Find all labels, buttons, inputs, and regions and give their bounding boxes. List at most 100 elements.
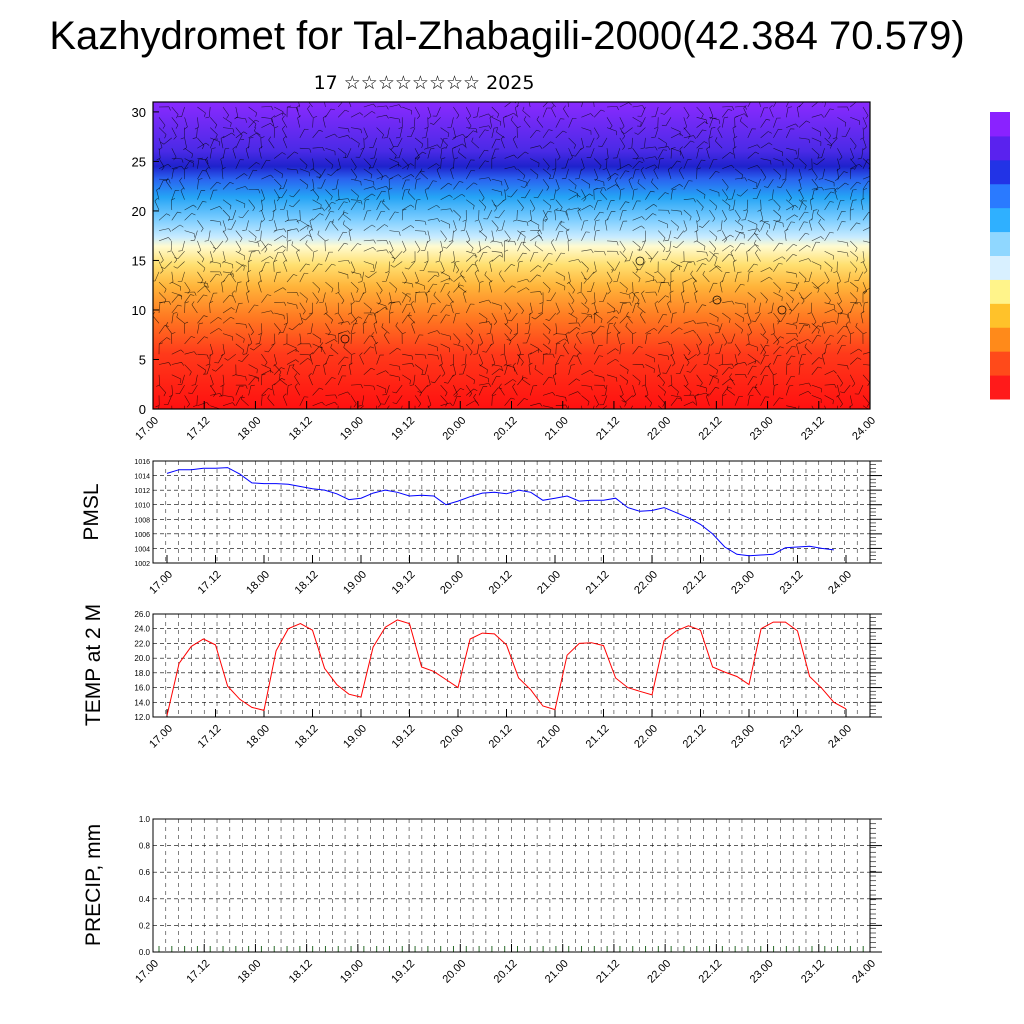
wind-barb	[616, 271, 621, 282]
wind-barb	[594, 312, 603, 320]
wind-barb	[235, 282, 238, 293]
wind-barb	[209, 190, 214, 200]
wind-barb	[824, 395, 834, 401]
wind-barb	[798, 390, 809, 396]
wind-barb	[337, 405, 339, 409]
wind-barb	[274, 112, 284, 118]
wind-barb	[158, 325, 166, 334]
wind-barb	[619, 251, 627, 259]
wind-barb-flag	[471, 340, 474, 345]
wind-barb	[197, 240, 202, 251]
wind-barb-flag	[856, 288, 859, 293]
wind-barb-flag	[792, 253, 797, 256]
wind-barb	[721, 178, 729, 188]
wind-barb-flag	[472, 263, 477, 266]
wind-barb	[747, 165, 758, 170]
wind-barb	[312, 387, 320, 396]
wind-barb	[158, 300, 169, 303]
wind-barb-flag	[813, 321, 817, 326]
wind-barb	[670, 147, 681, 152]
wind-barb	[312, 158, 315, 169]
wind-barb	[376, 105, 387, 108]
wind-barb-flag	[800, 363, 805, 366]
wind-barb-flag	[369, 335, 374, 337]
wind-barb	[517, 278, 528, 283]
wind-barb	[606, 261, 614, 270]
wind-barb	[836, 405, 838, 409]
wind-barb	[734, 323, 743, 330]
wind-barb-flag	[330, 108, 335, 111]
wind-barb-flag	[471, 170, 476, 172]
wind-barb-flag	[722, 394, 727, 396]
wind-barb	[361, 271, 365, 282]
wind-barb-flag	[439, 250, 443, 254]
wind-barb-flag	[688, 135, 691, 139]
wind-barb-flag	[250, 384, 255, 386]
wind-barb-flag	[584, 300, 588, 305]
wind-barb-flag	[351, 352, 356, 355]
wind-barb	[632, 374, 641, 382]
wind-barb	[641, 293, 646, 303]
wind-barb	[359, 148, 365, 158]
wind-barb	[235, 303, 239, 314]
wind-barb	[447, 374, 454, 384]
wind-barb-flag	[395, 137, 401, 139]
wind-barb-flag	[629, 294, 631, 299]
wind-barb	[637, 127, 646, 135]
wind-barb	[167, 395, 173, 405]
wind-barb	[427, 343, 438, 348]
wind-barb	[637, 182, 646, 190]
wind-barb	[811, 405, 814, 409]
wind-barb	[440, 314, 447, 324]
wind-barb-flag	[493, 321, 497, 325]
wind-barb	[837, 271, 841, 282]
wind-barb-flag	[793, 243, 798, 247]
wind-barb	[338, 198, 349, 200]
wind-barb	[849, 189, 853, 200]
wind-barb	[268, 343, 275, 353]
wind-barb-flag	[469, 351, 473, 356]
wind-barb	[181, 106, 185, 117]
wind-barb	[786, 158, 794, 166]
wind-barb	[312, 117, 314, 128]
wind-barb-flag	[565, 228, 570, 232]
wind-barb-flag	[806, 245, 811, 248]
wind-barb	[247, 272, 249, 283]
wind-barb-flag	[247, 259, 252, 263]
wind-barb	[850, 163, 860, 170]
wind-barb-flag	[450, 300, 454, 304]
wind-barb	[312, 333, 322, 340]
wind-barb	[632, 117, 642, 123]
temp-y-axis: 12.014.016.018.020.022.024.026.0	[134, 610, 882, 722]
wind-barb-flag	[503, 363, 508, 367]
wind-barb-flag	[577, 208, 581, 212]
wind-barb-flag	[640, 166, 644, 171]
wind-barb-flag	[548, 288, 551, 293]
wind-barb	[395, 251, 403, 259]
wind-barb	[817, 213, 825, 221]
wind-barb-flag	[708, 136, 713, 139]
wind-barb	[719, 282, 723, 293]
wind-barb	[232, 209, 237, 220]
wind-barb	[453, 220, 457, 230]
wind-barb-flag	[306, 96, 308, 99]
wind-barb	[261, 123, 271, 128]
wind-barb-flag	[539, 145, 543, 150]
wind-barb	[414, 353, 425, 356]
wind-barb	[491, 255, 500, 262]
wind-barb	[350, 316, 359, 324]
wind-barb	[171, 148, 177, 158]
wind-barb	[286, 312, 288, 323]
wind-barb	[837, 325, 845, 334]
wind-barb-flag	[494, 208, 497, 212]
wind-barb	[613, 325, 621, 334]
wind-barb-flag	[283, 322, 288, 325]
wind-barb-flag	[638, 278, 641, 283]
wind-barb	[734, 343, 741, 353]
wind-barb-flag	[807, 391, 812, 395]
wind-barb	[235, 117, 246, 120]
wind-barb	[260, 230, 262, 241]
wind-barb-flag	[824, 415, 827, 417]
wind-barb	[645, 353, 655, 359]
wind-barb	[568, 327, 577, 334]
